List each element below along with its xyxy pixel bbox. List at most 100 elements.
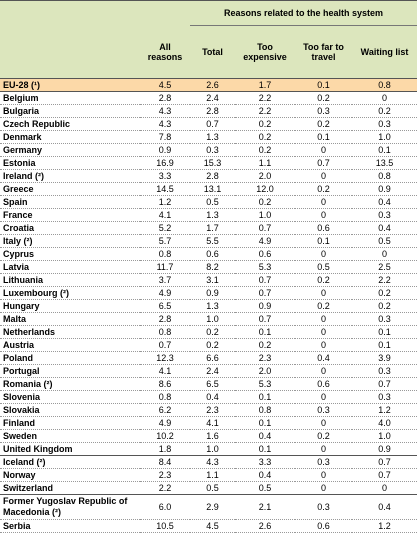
cell-value: 0.2	[352, 104, 417, 118]
table-row: Slovenia 0.8 0.4 0.1 0 0.3	[0, 390, 417, 404]
cell-value: 0.1	[352, 143, 417, 157]
cell-value: 0.6	[295, 519, 352, 533]
row-label: Netherlands	[0, 325, 140, 339]
row-label: Hungary	[0, 299, 140, 313]
cell-value: 0.3	[352, 208, 417, 222]
cell-value: 0.5	[295, 260, 352, 274]
cell-value: 2.2	[235, 104, 295, 118]
cell-value: 0	[295, 468, 352, 482]
cell-value: 1.2	[140, 195, 190, 209]
cell-value: 0	[295, 416, 352, 430]
table-row: Iceland (²) 8.4 4.3 3.3 0.3 0.7	[0, 455, 417, 469]
cell-value: 10.2	[140, 429, 190, 443]
cell-value: 4.1	[190, 416, 235, 430]
cell-value: 2.4	[190, 91, 235, 105]
cell-value: 0.1	[235, 442, 295, 456]
table-row: Spain 1.2 0.5 0.2 0 0.4	[0, 195, 417, 209]
cell-value: 8.4	[140, 455, 190, 469]
row-label: Belgium	[0, 91, 140, 105]
table-row: EU-28 (¹) 4.5 2.6 1.7 0.1 0.8	[0, 78, 417, 92]
row-label: Malta	[0, 312, 140, 326]
table-row: Malta 2.8 1.0 0.7 0 0.3	[0, 312, 417, 326]
cell-value: 4.3	[140, 117, 190, 131]
cell-value: 0.4	[235, 429, 295, 443]
cell-value: 0.9	[352, 442, 417, 456]
cell-value: 2.6	[190, 78, 235, 92]
cell-value: 10.5	[140, 519, 190, 533]
cell-value: 0.2	[352, 286, 417, 300]
table-row: Former Yugoslav Republic of Macedonia (²…	[0, 494, 417, 520]
cell-value: 0.2	[295, 91, 352, 105]
cell-value: 0.4	[352, 195, 417, 209]
cell-value: 0.4	[295, 351, 352, 365]
table-row: United Kingdom 1.8 1.0 0.1 0 0.9	[0, 442, 417, 456]
cell-value: 0.1	[295, 234, 352, 248]
cell-value: 5.7	[140, 234, 190, 248]
table-row: Serbia 10.5 4.5 2.6 0.6 1.2	[0, 519, 417, 533]
cell-value: 0.2	[190, 325, 235, 339]
cell-value: 0.8	[352, 78, 417, 92]
cell-value: 1.0	[190, 442, 235, 456]
row-label: Czech Republic	[0, 117, 140, 131]
cell-value: 13.5	[352, 156, 417, 170]
cell-value: 0.2	[235, 130, 295, 144]
table-row: Croatia 5.2 1.7 0.7 0.6 0.4	[0, 221, 417, 235]
table-row: Czech Republic 4.3 0.7 0.2 0.2 0.3	[0, 117, 417, 131]
table-row: Bulgaria 4.3 2.8 2.2 0.3 0.2	[0, 104, 417, 118]
cell-value: 0.3	[295, 455, 352, 469]
cell-value: 0.9	[140, 143, 190, 157]
cell-value: 2.2	[140, 481, 190, 495]
cell-value: 7.8	[140, 130, 190, 144]
row-label: Former Yugoslav Republic of Macedonia (²…	[0, 494, 140, 520]
cell-value: 0.2	[295, 182, 352, 196]
row-label: Poland	[0, 351, 140, 365]
table-row: Sweden 10.2 1.6 0.4 0.2 1.0	[0, 429, 417, 443]
row-label: Germany	[0, 143, 140, 157]
cell-value: 2.0	[235, 169, 295, 183]
row-label: Italy (²)	[0, 234, 140, 248]
table-row: Austria 0.7 0.2 0.2 0 0.1	[0, 338, 417, 352]
cell-value: 0.6	[295, 221, 352, 235]
cell-value: 2.3	[235, 351, 295, 365]
cell-value: 0	[295, 208, 352, 222]
row-label: Croatia	[0, 221, 140, 235]
row-label: Slovenia	[0, 390, 140, 404]
table-row: Latvia 11.7 8.2 5.3 0.5 2.5	[0, 260, 417, 274]
cell-value: 2.3	[190, 403, 235, 417]
cell-value: 5.2	[140, 221, 190, 235]
cell-value: 0.7	[140, 338, 190, 352]
cell-value: 0.9	[190, 286, 235, 300]
cell-value: 1.0	[190, 312, 235, 326]
cell-value: 2.8	[140, 312, 190, 326]
cell-value: 0.3	[190, 143, 235, 157]
row-label: France	[0, 208, 140, 222]
cell-value: 0.7	[235, 273, 295, 287]
cell-value: 13.1	[190, 182, 235, 196]
cell-value: 4.3	[190, 455, 235, 469]
header-row: Reasons related to the health system	[0, 0, 417, 26]
cell-value: 1.7	[235, 78, 295, 92]
cell-value: 4.1	[140, 364, 190, 378]
cell-value: 0	[295, 286, 352, 300]
cell-value: 4.0	[352, 416, 417, 430]
cell-value: 0	[295, 312, 352, 326]
column-header: Total	[190, 25, 235, 79]
column-header-row: All reasons Total Too expensive Too far to …	[0, 25, 417, 79]
cell-value: 0.2	[235, 117, 295, 131]
table-row: France 4.1 1.3 1.0 0 0.3	[0, 208, 417, 222]
cell-value: 0.3	[352, 364, 417, 378]
cell-value: 0.6	[295, 377, 352, 391]
cell-value: 1.1	[190, 468, 235, 482]
table-row: Belgium 2.8 2.4 2.2 0.2 0	[0, 91, 417, 105]
cell-value: 0.4	[190, 390, 235, 404]
cell-value: 2.4	[190, 364, 235, 378]
table-row: Cyprus 0.8 0.6 0.6 0 0	[0, 247, 417, 261]
cell-value: 2.0	[235, 364, 295, 378]
cell-value: 2.2	[235, 91, 295, 105]
cell-value: 0.2	[235, 338, 295, 352]
table-row: Norway 2.3 1.1 0.4 0 0.7	[0, 468, 417, 482]
cell-value: 0.5	[190, 481, 235, 495]
cell-value: 0.3	[295, 104, 352, 118]
row-label: Luxembourg (²)	[0, 286, 140, 300]
cell-value: 0.8	[140, 390, 190, 404]
